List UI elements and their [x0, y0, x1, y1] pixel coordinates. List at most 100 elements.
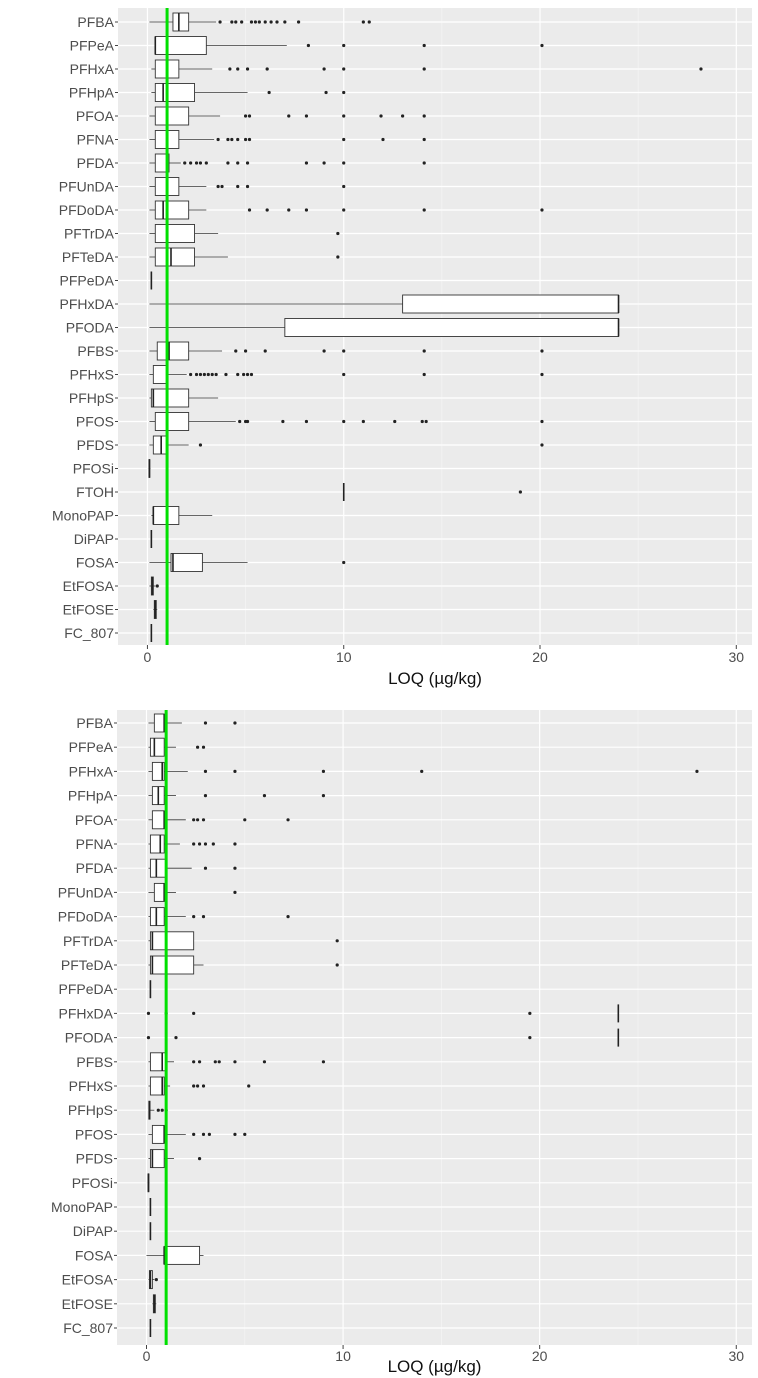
y-tick-label: PFHxDA — [59, 1005, 114, 1021]
outlier-point — [420, 419, 424, 424]
outlier-point — [243, 137, 248, 142]
outlier-point — [198, 161, 203, 165]
outlier-point — [245, 419, 250, 424]
outlier-point — [540, 372, 544, 377]
outlier-point — [233, 866, 237, 870]
box-EtFOSE — [153, 600, 158, 619]
outlier-point — [192, 1084, 196, 1088]
outlier-point — [216, 137, 220, 142]
outlier-point — [197, 1157, 202, 1161]
outlier-point — [379, 114, 383, 118]
box-iqr — [156, 341, 190, 361]
box-PFTeDA — [149, 247, 340, 267]
outlier-point — [322, 161, 326, 165]
box-EtFOSE — [152, 1294, 157, 1314]
box-iqr — [149, 907, 165, 927]
chart-panel-1: PFBA PFPeA PFHxA PFHpA PFOA PFNA PFDA PFUnDA PFD… — [52, 8, 752, 688]
y-tick-label: PFDA — [77, 155, 115, 171]
outlier-point — [296, 20, 301, 24]
outlier-point — [247, 208, 252, 212]
outlier-point — [324, 90, 328, 95]
outlier-point — [174, 1036, 178, 1040]
outlier-point — [233, 721, 237, 725]
outlier-point — [699, 67, 703, 71]
outlier-point — [233, 1060, 237, 1064]
outlier-point — [422, 43, 426, 48]
outlier-point — [196, 818, 200, 822]
outlier-point — [230, 20, 234, 24]
outlier-point — [196, 745, 200, 749]
outlier-point — [336, 255, 340, 259]
outlier-point — [342, 349, 346, 353]
box-iqr — [172, 12, 190, 32]
y-tick-label: PFOSi — [73, 461, 114, 477]
outlier-point — [197, 1060, 202, 1064]
outlier-point — [540, 349, 544, 353]
outlier-point — [156, 1108, 160, 1112]
outlier-point — [211, 842, 215, 846]
outlier-point — [245, 184, 250, 189]
box-iqr — [152, 365, 168, 384]
outlier-point — [233, 890, 237, 895]
outlier-point — [236, 372, 240, 377]
y-tick-label: FC_807 — [64, 625, 114, 641]
box-PFOS — [148, 1124, 247, 1144]
outlier-point — [206, 372, 210, 377]
box-iqr — [152, 435, 168, 455]
outlier-point — [283, 20, 287, 24]
box-iqr — [149, 1052, 167, 1072]
y-tick-label: EtFOSE — [62, 1296, 113, 1312]
y-tick-label: MonoPAP — [52, 508, 114, 524]
y-tick-label: PFBS — [76, 1054, 113, 1070]
y-tick-label: PFOS — [76, 414, 114, 430]
outlier-point — [422, 161, 426, 165]
outlier-point — [342, 43, 346, 48]
box-PFHpS — [149, 388, 219, 408]
y-tick-label: PFUnDA — [59, 179, 115, 195]
box-iqr — [154, 412, 190, 431]
outlier-point — [213, 1060, 217, 1064]
x-tick-label: 0 — [144, 649, 152, 665]
outlier-point — [401, 114, 405, 118]
box-PFHpA — [151, 83, 346, 102]
outlier-point — [286, 818, 290, 822]
y-tick-label: FTOH — [76, 484, 114, 500]
outlier-point — [146, 1011, 151, 1016]
box-iqr — [154, 106, 190, 126]
y-tick-label: PFBA — [76, 715, 113, 731]
box-iqr — [149, 955, 195, 975]
outlier-point — [342, 114, 346, 118]
outlier-point — [336, 231, 340, 236]
outlier-point — [263, 20, 267, 24]
outlier-point — [192, 842, 196, 846]
x-tick-label: 20 — [532, 1348, 548, 1364]
outlier-point — [263, 349, 267, 353]
outlier-point — [342, 137, 346, 142]
box-PFHxA — [148, 761, 699, 781]
y-tick-label: PFHpA — [69, 85, 115, 101]
y-tick-label: EtFOSA — [63, 578, 115, 594]
box-iqr — [154, 83, 196, 102]
y-tick-label: FOSA — [75, 1247, 114, 1263]
y-tick-label: PFBS — [77, 343, 114, 359]
box-iqr — [149, 834, 165, 854]
y-tick-label: PFPeDA — [59, 981, 114, 997]
outlier-point — [262, 794, 267, 798]
outlier-point — [233, 769, 237, 774]
y-tick-label: PFHxDA — [60, 296, 115, 312]
outlier-point — [422, 372, 426, 377]
box-PFHpS — [148, 1100, 168, 1120]
outlier-point — [192, 1132, 196, 1136]
outlier-point — [192, 915, 196, 919]
outlier-point — [275, 20, 279, 24]
box-PFDS — [148, 1149, 202, 1169]
y-tick-label: PFDoDA — [58, 909, 114, 925]
outlier-point — [304, 161, 309, 165]
outlier-point — [197, 842, 202, 846]
outlier-point — [226, 161, 230, 165]
box-PFOA — [149, 106, 426, 126]
y-tick-label: PFBA — [77, 14, 114, 30]
outlier-point — [335, 963, 339, 967]
outlier-point — [304, 419, 309, 424]
outlier-point — [238, 419, 242, 424]
